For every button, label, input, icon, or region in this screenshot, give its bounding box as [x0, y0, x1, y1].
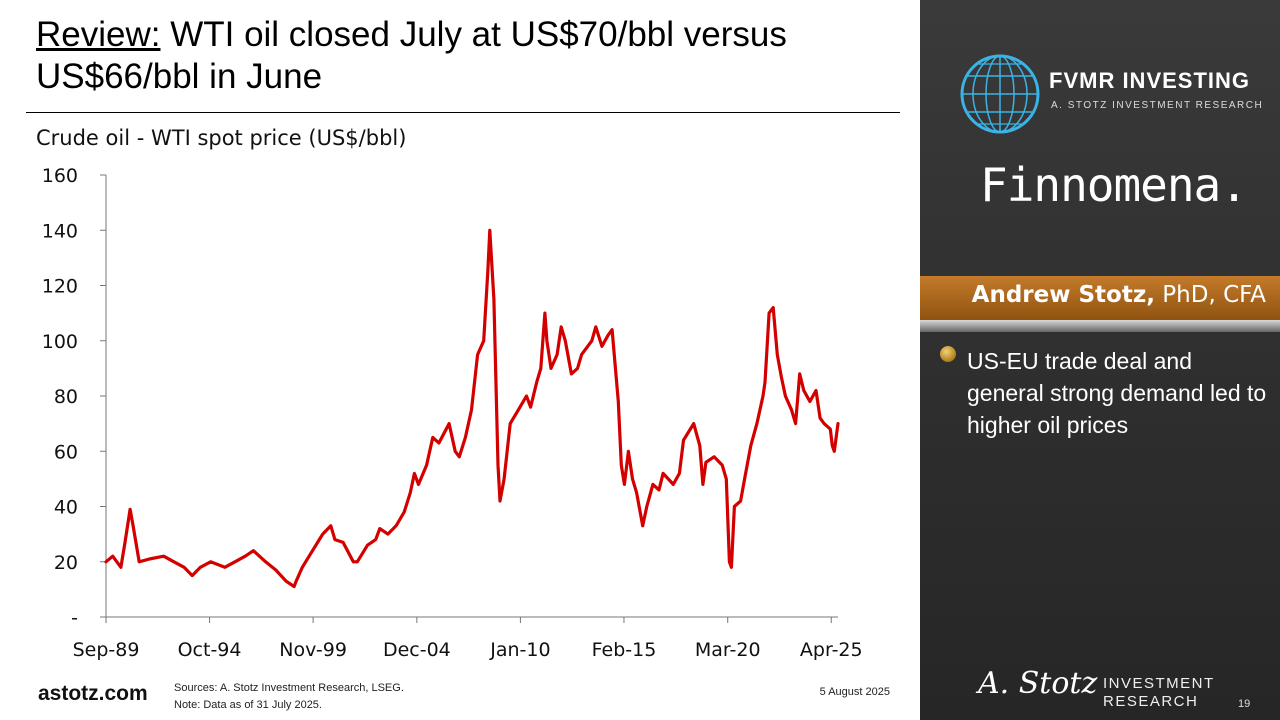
band-shadow: [920, 320, 1280, 332]
oil-price-chart: - 20 40 60 80 100 120 140 160 Sep-89 Oct-94 Nov-99…: [42, 165, 863, 661]
y-tick-label: 80: [54, 386, 78, 408]
presenter-band: Andrew Stotz, PhD, CFA: [920, 276, 1280, 320]
brand-name: FVMR INVESTING: [1049, 68, 1251, 93]
presenter-panel: FVMR INVESTING A. STOTZ INVESTMENT RESEA…: [920, 0, 1280, 720]
brand-subtitle: A. STOTZ INVESTMENT RESEARCH: [1051, 100, 1264, 111]
title-divider: [26, 112, 900, 113]
x-tick-label: Nov-99: [279, 639, 347, 661]
wti-price-line: [104, 228, 840, 589]
y-tick-label: 100: [42, 331, 78, 353]
y-axis-ticks: - 20 40 60 80 100 120 140 160: [42, 165, 106, 629]
presenter-credentials: PhD, CFA: [1154, 282, 1266, 308]
x-tick-label: Oct-94: [178, 639, 242, 661]
slide-title-rest: WTI oil closed July at US$70/bbl versus …: [36, 15, 787, 96]
signature-logo: A. Stotz: [978, 666, 1098, 701]
ir-line-2: RESEARCH: [1103, 693, 1199, 710]
chart-title: Crude oil - WTI spot price (US$/bbl): [36, 126, 407, 150]
globe-icon: [960, 54, 1040, 134]
page-number: 19: [1238, 698, 1251, 710]
ir-logo-text: INVESTMENT RESEARCH: [1103, 675, 1215, 711]
x-tick-label: Dec-04: [383, 639, 451, 661]
y-tick-label: 20: [54, 552, 78, 574]
bullet-dot-icon: [940, 346, 956, 362]
x-tick-label: Mar-20: [695, 639, 761, 661]
y-tick-label: 120: [42, 276, 78, 298]
bullet-point: US-EU trade deal and general strong dema…: [967, 348, 1267, 438]
note-line: Note: Data as of 31 July 2025.: [174, 699, 322, 711]
x-tick-label: Apr-25: [800, 639, 863, 661]
y-tick-label: 60: [54, 441, 78, 463]
footer-sources: Sources: A. Stotz Investment Research, L…: [174, 680, 404, 714]
y-tick-label: -: [71, 607, 78, 629]
x-tick-label: Sep-89: [73, 639, 140, 661]
slide-title-lead: Review:: [36, 15, 161, 54]
y-tick-label: 140: [42, 220, 78, 242]
y-tick-label: 160: [42, 165, 78, 187]
footer-website[interactable]: astotz.com: [38, 682, 148, 705]
x-axis-ticks: Sep-89 Oct-94 Nov-99 Dec-04 Jan-10 Feb-15 Mar-…: [73, 617, 863, 661]
presenter-name: Andrew Stotz, PhD, CFA: [920, 282, 1266, 308]
y-tick-label: 40: [54, 497, 78, 519]
x-tick-label: Feb-15: [592, 639, 657, 661]
source-line: Sources: A. Stotz Investment Research, L…: [174, 682, 404, 694]
x-tick-label: Jan-10: [489, 639, 550, 661]
partner-logo: Finnomena.: [980, 158, 1248, 212]
presenter-name-text: Andrew Stotz,: [971, 282, 1155, 308]
ir-line-1: INVESTMENT: [1103, 675, 1215, 692]
slide-title: Review: WTI oil closed July at US$70/bbl…: [36, 14, 906, 98]
slide-date: 5 August 2025: [819, 686, 890, 698]
